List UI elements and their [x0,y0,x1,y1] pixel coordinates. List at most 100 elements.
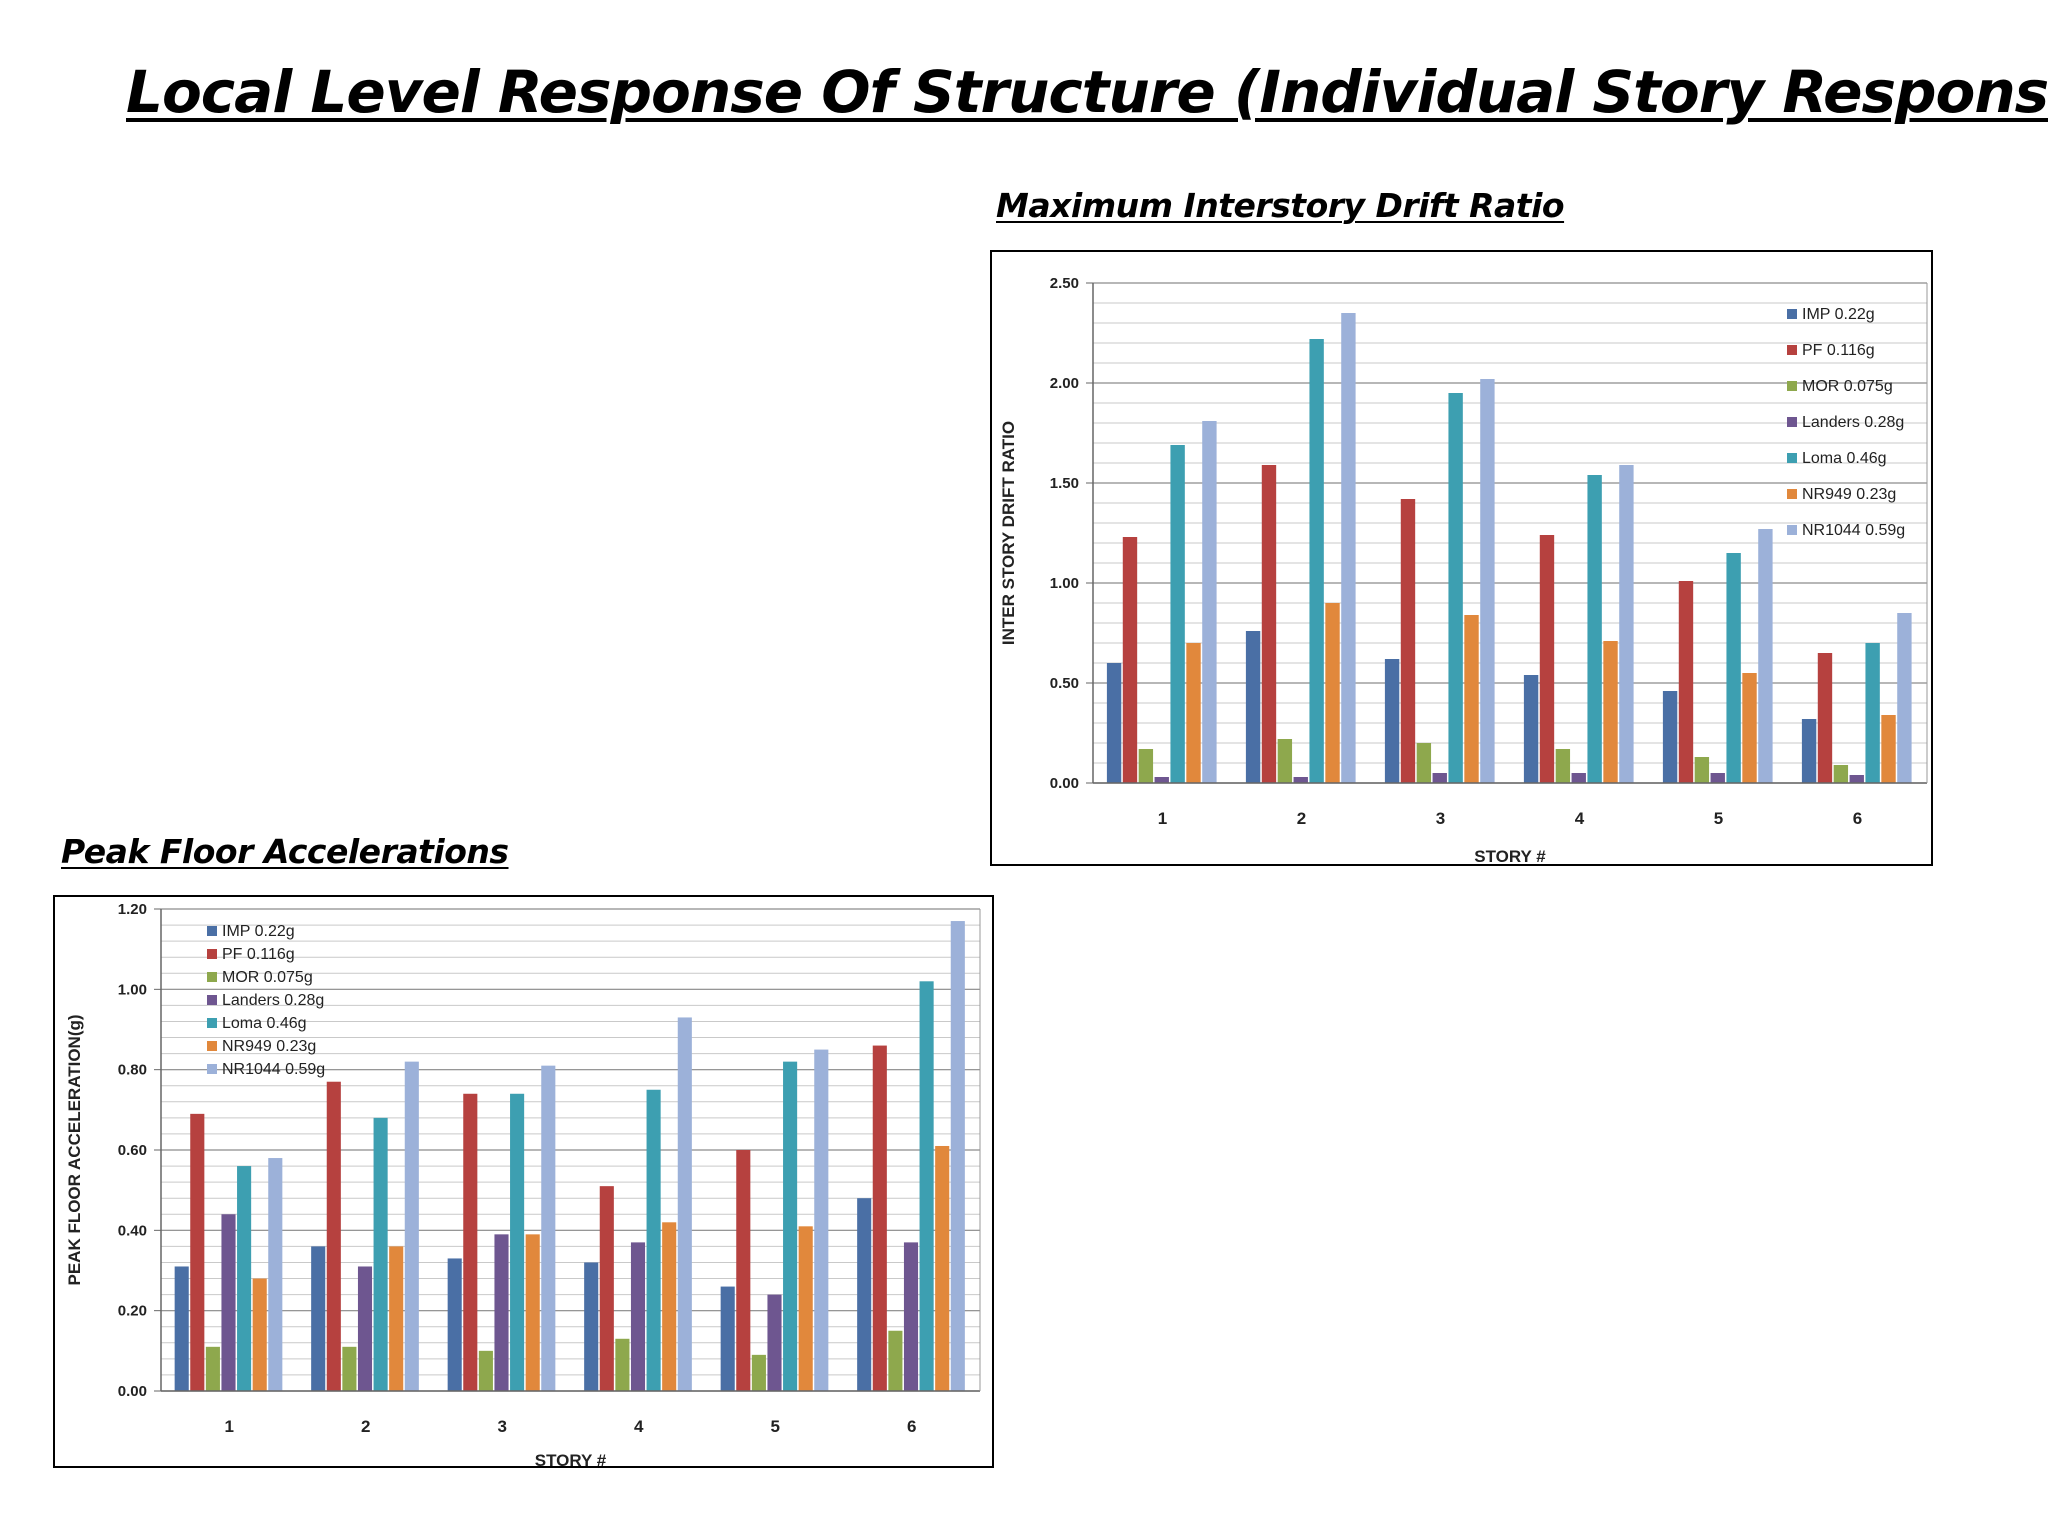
legend-label: NR949 0.23g [1802,486,1896,503]
bar-loma-0-46g-story-5 [1726,553,1741,783]
bar-nr1044-0-59g-story-4 [677,1017,692,1391]
bar-pf-0-116g-story-2 [1261,465,1277,783]
bar-imp-0-22g-story-6 [857,1198,872,1391]
y-axis-title: INTER STORY DRIFT RATIO [999,421,1018,645]
bar-loma-0-46g-story-6 [919,981,934,1391]
bar-nr1044-0-59g-story-6 [950,921,965,1391]
bar-imp-0-22g-story-2 [1245,631,1261,783]
bar-pf-0-116g-story-3 [463,1093,478,1391]
bar-mor-0-075g-story-5 [1694,757,1710,783]
bar-landers-0-28g-story-4 [630,1242,646,1391]
pfa-chart-frame: 0.00 0.20 0.40 0.60 0.80 1.00 1.20 1 2 3 4 5 6 STORY … [53,895,994,1468]
y-tick-label: 0.60 [118,1142,147,1159]
bar-nr949-0-23g-story-3 [525,1234,540,1391]
bar-imp-0-22g-story-1 [174,1266,189,1391]
legend-label: NR1044 0.59g [222,1061,325,1078]
legend-swatch [207,995,217,1005]
x-tick-label: 6 [1853,809,1862,828]
bar-imp-0-22g-story-5 [720,1286,735,1391]
legend-swatch [1787,309,1797,319]
bar-nr949-0-23g-story-1 [1186,643,1201,783]
legend-swatch [1787,381,1797,391]
bar-pf-0-116g-story-6 [872,1045,887,1391]
bar-nr949-0-23g-story-2 [1325,603,1340,783]
bar-loma-0-46g-story-5 [783,1061,798,1391]
x-tick-label: 5 [1714,809,1723,828]
legend-label: NR949 0.23g [222,1038,316,1055]
bar-imp-0-22g-story-4 [1523,675,1539,783]
legend-label: IMP 0.22g [1802,306,1875,323]
bar-loma-0-46g-story-1 [237,1166,252,1391]
bar-nr949-0-23g-story-5 [1742,673,1757,783]
drift-chart-title: Maximum Interstory Drift Ratio [996,186,1565,225]
bar-landers-0-28g-story-4 [1571,773,1586,783]
legend-swatch [207,1064,217,1074]
bar-nr949-0-23g-story-5 [798,1226,813,1391]
bar-pf-0-116g-story-5 [1678,581,1694,783]
pfa-chart-title: Peak Floor Accelerations [61,832,509,871]
y-tick-label: 1.00 [118,981,147,998]
bar-mor-0-075g-story-2 [342,1346,357,1391]
legend-label: NR1044 0.59g [1802,522,1905,539]
y-tick-label: 1.00 [1050,575,1079,592]
bar-nr1044-0-59g-story-2 [1341,313,1356,783]
bar-nr949-0-23g-story-1 [252,1278,267,1391]
bar-nr1044-0-59g-story-5 [814,1049,829,1391]
y-tick-label: 0.80 [118,1062,147,1079]
legend-label: IMP 0.22g [222,923,295,940]
x-tick-label: 4 [634,1417,644,1436]
x-tick-label: 4 [1575,809,1585,828]
bar-landers-0-28g-story-1 [1154,777,1169,783]
pfa-bar-chart: 0.00 0.20 0.40 0.60 0.80 1.00 1.20 1 2 3 4 5 6 STORY … [65,901,981,1466]
legend-label: MOR 0.075g [222,969,313,986]
bar-mor-0-075g-story-3 [1416,743,1432,783]
bar-mor-0-075g-story-1 [205,1346,220,1391]
bar-pf-0-116g-story-1 [1122,537,1138,783]
bar-pf-0-116g-story-4 [1539,535,1555,783]
legend-label: Loma 0.46g [222,1015,307,1032]
bar-loma-0-46g-story-6 [1865,643,1880,783]
bar-pf-0-116g-story-1 [190,1113,205,1391]
legend-label: MOR 0.075g [1802,378,1893,395]
x-tick-label: 1 [225,1417,234,1436]
drift-bar-chart: 0.00 0.50 1.00 1.50 2.00 2.50 1 2 3 4 5 6 STORY # INT… [999,275,1928,864]
bar-imp-0-22g-story-6 [1801,719,1817,783]
bar-loma-0-46g-story-2 [1309,339,1324,783]
legend-swatch [207,1018,217,1028]
bar-mor-0-075g-story-4 [1555,749,1571,783]
bar-pf-0-116g-story-6 [1817,653,1833,783]
bar-pf-0-116g-story-5 [736,1150,751,1391]
bar-landers-0-28g-story-5 [767,1294,782,1391]
bar-nr1044-0-59g-story-5 [1758,529,1773,783]
bar-pf-0-116g-story-4 [599,1186,614,1391]
bar-nr949-0-23g-story-6 [1881,715,1896,783]
bar-nr1044-0-59g-story-6 [1897,613,1912,783]
bar-mor-0-075g-story-6 [888,1330,903,1391]
bar-landers-0-28g-story-2 [1293,777,1308,783]
bar-nr949-0-23g-story-2 [389,1246,404,1391]
bar-nr949-0-23g-story-4 [662,1222,677,1391]
y-tick-label: 0.40 [118,1222,147,1239]
bar-nr1044-0-59g-story-1 [268,1158,283,1391]
y-tick-label: 2.50 [1050,275,1079,292]
bar-landers-0-28g-story-6 [1849,775,1864,783]
y-tick-label: 1.50 [1050,475,1079,492]
bar-mor-0-075g-story-4 [615,1338,630,1391]
legend-swatch [207,949,217,959]
bar-imp-0-22g-story-2 [311,1246,326,1391]
y-tick-label: 0.00 [1050,775,1079,792]
y-axis-title: PEAK FLOOR ACCELERATION(g) [65,1014,84,1285]
legend-label: PF 0.116g [1802,342,1875,359]
y-tick-label: 0.20 [118,1303,147,1320]
x-tick-label: 1 [1158,809,1167,828]
bar-landers-0-28g-story-2 [357,1266,373,1391]
legend-swatch [1787,525,1797,535]
x-axis-title: STORY # [535,1451,607,1466]
legend-label: Loma 0.46g [1802,450,1887,467]
bar-pf-0-116g-story-3 [1400,499,1416,783]
drift-chart-frame: 0.00 0.50 1.00 1.50 2.00 2.50 1 2 3 4 5 6 STORY # INT… [990,250,1933,866]
x-tick-label: 6 [907,1417,916,1436]
bar-nr1044-0-59g-story-3 [1480,379,1495,783]
bar-nr1044-0-59g-story-4 [1619,465,1634,783]
bar-mor-0-075g-story-1 [1138,749,1154,783]
